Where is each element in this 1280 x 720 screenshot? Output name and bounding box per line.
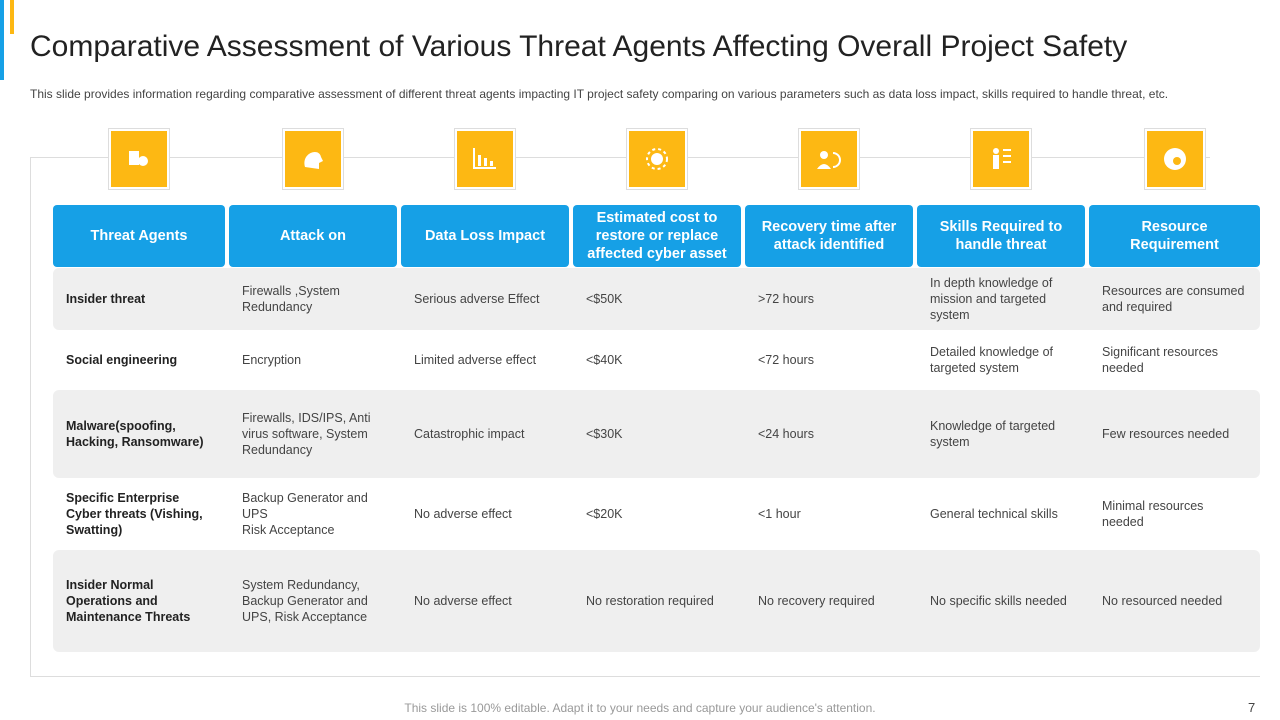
- table-cell: Significant resources needed: [1102, 345, 1219, 375]
- table-cell: Encryption: [242, 353, 302, 367]
- table-cell: No recovery required: [758, 594, 875, 608]
- table-cell: General technical skills: [930, 507, 1058, 521]
- accent-bar: [10, 0, 14, 34]
- table-cell: Insider threat: [66, 292, 146, 306]
- table-cell: Malware(spoofing, Hacking, Ransomware): [66, 419, 204, 449]
- table-cell: Firewalls ,System Redundancy: [242, 284, 340, 314]
- column-header: Estimated cost to restore or replace aff…: [573, 205, 741, 267]
- table-cell: <$20K: [586, 507, 623, 521]
- column-header: Attack on: [229, 205, 397, 267]
- frame-line: [30, 157, 1210, 158]
- subtitle: This slide provides information regardin…: [30, 87, 1169, 101]
- column-header: Recovery time after attack identified: [745, 205, 913, 267]
- table-cell: Social engineering: [66, 353, 178, 367]
- table-cell: Serious adverse Effect: [414, 292, 540, 306]
- table-cell: <$30K: [586, 427, 623, 441]
- icon: [108, 128, 170, 190]
- row-bg: [53, 390, 1260, 478]
- icon: [626, 128, 688, 190]
- table-cell: Catastrophic impact: [414, 427, 525, 441]
- page-number: 7: [1248, 700, 1256, 715]
- table-cell: Specific Enterprise Cyber threats (Vishi…: [66, 491, 203, 537]
- table-cell: Few resources needed: [1102, 427, 1230, 441]
- icon: [454, 128, 516, 190]
- footer-note: This slide is 100% editable. Adapt it to…: [404, 701, 876, 715]
- icon: [798, 128, 860, 190]
- icon: [1143, 128, 1206, 190]
- table-cell: No adverse effect: [414, 594, 512, 608]
- frame-line: [30, 676, 1260, 677]
- column-header: Resource Requirement: [1089, 205, 1260, 267]
- table-cell: System Redundancy, Backup Generator and …: [242, 578, 368, 624]
- table-cell: Firewalls, IDS/IPS, Anti virus software,…: [242, 411, 371, 457]
- table-cell: <24 hours: [758, 427, 814, 441]
- icon: [282, 128, 344, 190]
- table-cell: No specific skills needed: [930, 594, 1067, 608]
- table-cell: Minimal resources needed: [1102, 499, 1204, 529]
- table-cell: Backup Generator and UPS Risk Acceptance: [242, 491, 368, 537]
- column-header: Threat Agents: [53, 205, 225, 267]
- table-cell: Detailed knowledge of targeted system: [930, 345, 1053, 375]
- table-cell: In depth knowledge of mission and target…: [930, 276, 1053, 322]
- table-cell: No restoration required: [586, 594, 714, 608]
- accent-bar: [0, 0, 4, 80]
- table-cell: <$40K: [586, 353, 623, 367]
- column-header: Skills Required to handle threat: [917, 205, 1085, 267]
- title: Comparative Assessment of Various Threat…: [30, 30, 1128, 63]
- table-cell: No adverse effect: [414, 507, 512, 521]
- row-bg: [53, 550, 1260, 652]
- table-cell: >72 hours: [758, 292, 814, 306]
- icon: [970, 128, 1032, 190]
- table-cell: <1 hour: [758, 507, 801, 521]
- table-cell: Limited adverse effect: [414, 353, 537, 367]
- row-bg: [53, 268, 1260, 330]
- column-header: Data Loss Impact: [401, 205, 569, 267]
- table-cell: Insider Normal Operations and Maintenanc…: [66, 578, 191, 624]
- table-cell: No resourced needed: [1102, 594, 1223, 608]
- table-cell: Knowledge of targeted system: [930, 419, 1056, 449]
- table-cell: <$50K: [586, 292, 623, 306]
- table-cell: <72 hours: [758, 353, 814, 367]
- table-cell: Resources are consumed and required: [1102, 284, 1245, 314]
- frame-line: [30, 157, 31, 676]
